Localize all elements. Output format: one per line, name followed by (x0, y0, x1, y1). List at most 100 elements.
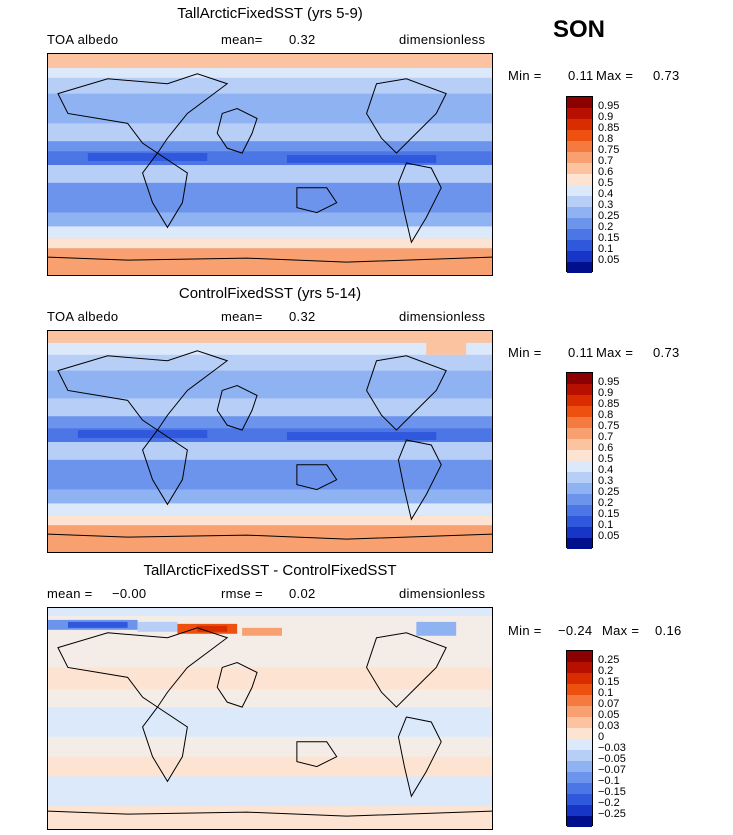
colorbar-swatch (567, 662, 592, 673)
colorbar-swatch (567, 185, 592, 196)
colorbar-swatch (567, 816, 592, 827)
panel-2-mean-label: mean= (221, 309, 263, 324)
colorbar-tick-label: 0.25 (598, 654, 620, 666)
colorbar-tick-label: −0.05 (598, 753, 626, 765)
colorbar-swatch (567, 772, 592, 783)
colorbar-swatch (567, 783, 592, 794)
colorbar-tick-label: 0.05 (598, 254, 620, 266)
panel-2-colorbar (566, 372, 593, 549)
colorbar-swatch (567, 262, 592, 273)
colorbar-swatch (567, 651, 592, 662)
panel-2-max-value: 0.73 (653, 345, 680, 360)
colorbar-tick-label: 0.4 (598, 464, 614, 476)
panel-3-min-value: −0.24 (558, 623, 593, 638)
colorbar-swatch (567, 207, 592, 218)
colorbar-tick-label: 0.8 (598, 409, 614, 421)
colorbar-tick-label: 0.1 (598, 687, 614, 699)
panel-2-min-label: Min = (508, 345, 542, 360)
colorbar-swatch (567, 450, 592, 461)
colorbar-swatch (567, 706, 592, 717)
colorbar-swatch (567, 439, 592, 450)
panel-1-colorbar (566, 96, 593, 273)
panel-2-max-label: Max = (596, 345, 634, 360)
panel-3-mean-label: mean = (47, 586, 93, 601)
colorbar-swatch (567, 538, 592, 549)
colorbar-tick-label: 0.8 (598, 133, 614, 145)
colorbar-tick-label: −0.2 (598, 797, 620, 809)
colorbar-swatch (567, 395, 592, 406)
colorbar-tick-label: 0.05 (598, 530, 620, 542)
panel-2-map-svg (48, 331, 492, 552)
colorbar-tick-label: 0.7 (598, 155, 614, 167)
colorbar-tick-label: 0.15 (598, 676, 620, 688)
colorbar-swatch (567, 516, 592, 527)
colorbar-swatch (567, 373, 592, 384)
colorbar-tick-label: 0.07 (598, 698, 620, 710)
colorbar-swatch (567, 174, 592, 185)
panel-3-units: dimensionless (399, 586, 486, 601)
panel-2-min-value: 0.11 (568, 345, 594, 360)
panel-2-title: ControlFixedSST (yrs 5-14) (178, 285, 362, 302)
colorbar-tick-label: 0.3 (598, 475, 614, 487)
colorbar-swatch (567, 97, 592, 108)
colorbar-swatch (567, 152, 592, 163)
colorbar-tick-label: 0.1 (598, 243, 614, 255)
colorbar-tick-label: 0.3 (598, 199, 614, 211)
colorbar-tick-label: 0.25 (598, 210, 620, 222)
colorbar-tick-label: 0.85 (598, 398, 620, 410)
colorbar-swatch (567, 505, 592, 516)
panel-1-map-svg (48, 54, 492, 275)
colorbar-swatch (567, 494, 592, 505)
colorbar-tick-label: 0.05 (598, 709, 620, 721)
colorbar-swatch (567, 130, 592, 141)
panel-3-rmse-value: 0.02 (289, 586, 316, 601)
panel-1-map (47, 53, 493, 276)
panel-3-title: TallArcticFixedSST - ControlFixedSST (143, 562, 397, 579)
colorbar-swatch (567, 229, 592, 240)
panel-1-max-label: Max = (596, 68, 634, 83)
colorbar-swatch (567, 417, 592, 428)
panel-1-units: dimensionless (399, 32, 486, 47)
panel-3-rmse-label: rmse = (221, 586, 263, 601)
colorbar-tick-label: 0.75 (598, 144, 620, 156)
colorbar-swatch (567, 119, 592, 130)
panel-3-colorbar (566, 650, 593, 827)
panel-2-mean-value: 0.32 (289, 309, 316, 324)
colorbar-tick-label: 0.75 (598, 420, 620, 432)
panel-3-max-label: Max = (602, 623, 640, 638)
colorbar-swatch (567, 141, 592, 152)
colorbar-tick-label: 0.15 (598, 232, 620, 244)
panel-2-units: dimensionless (399, 309, 486, 324)
colorbar-swatch (567, 794, 592, 805)
panel-2-map (47, 330, 493, 553)
colorbar-swatch (567, 384, 592, 395)
colorbar-swatch (567, 428, 592, 439)
colorbar-tick-label: −0.07 (598, 764, 626, 776)
colorbar-swatch (567, 527, 592, 538)
panel-3-map (47, 607, 493, 830)
panel-1-min-value: 0.11 (568, 68, 594, 83)
colorbar-swatch (567, 240, 592, 251)
panel-3-max-value: 0.16 (655, 623, 682, 638)
colorbar-swatch (567, 472, 592, 483)
colorbar-tick-label: 0.1 (598, 519, 614, 531)
panel-1-variable: TOA albedo (47, 32, 119, 47)
colorbar-swatch (567, 163, 592, 174)
colorbar-tick-label: 0.5 (598, 177, 614, 189)
colorbar-swatch (567, 218, 592, 229)
colorbar-tick-label: 0.6 (598, 166, 614, 178)
colorbar-swatch (567, 673, 592, 684)
panel-3-min-label: Min = (508, 623, 542, 638)
colorbar-swatch (567, 196, 592, 207)
panel-3-mean-value: −0.00 (112, 586, 147, 601)
colorbar-tick-label: 0.95 (598, 100, 620, 112)
colorbar-tick-label: 0.95 (598, 376, 620, 388)
season-label: SON (553, 16, 606, 43)
colorbar-tick-label: 0.2 (598, 497, 614, 509)
colorbar-tick-label: −0.15 (598, 786, 626, 798)
colorbar-tick-label: 0.85 (598, 122, 620, 134)
colorbar-swatch (567, 805, 592, 816)
panel-3-map-svg (48, 608, 492, 829)
colorbar-swatch (567, 251, 592, 262)
colorbar-tick-label: −0.1 (598, 775, 620, 787)
